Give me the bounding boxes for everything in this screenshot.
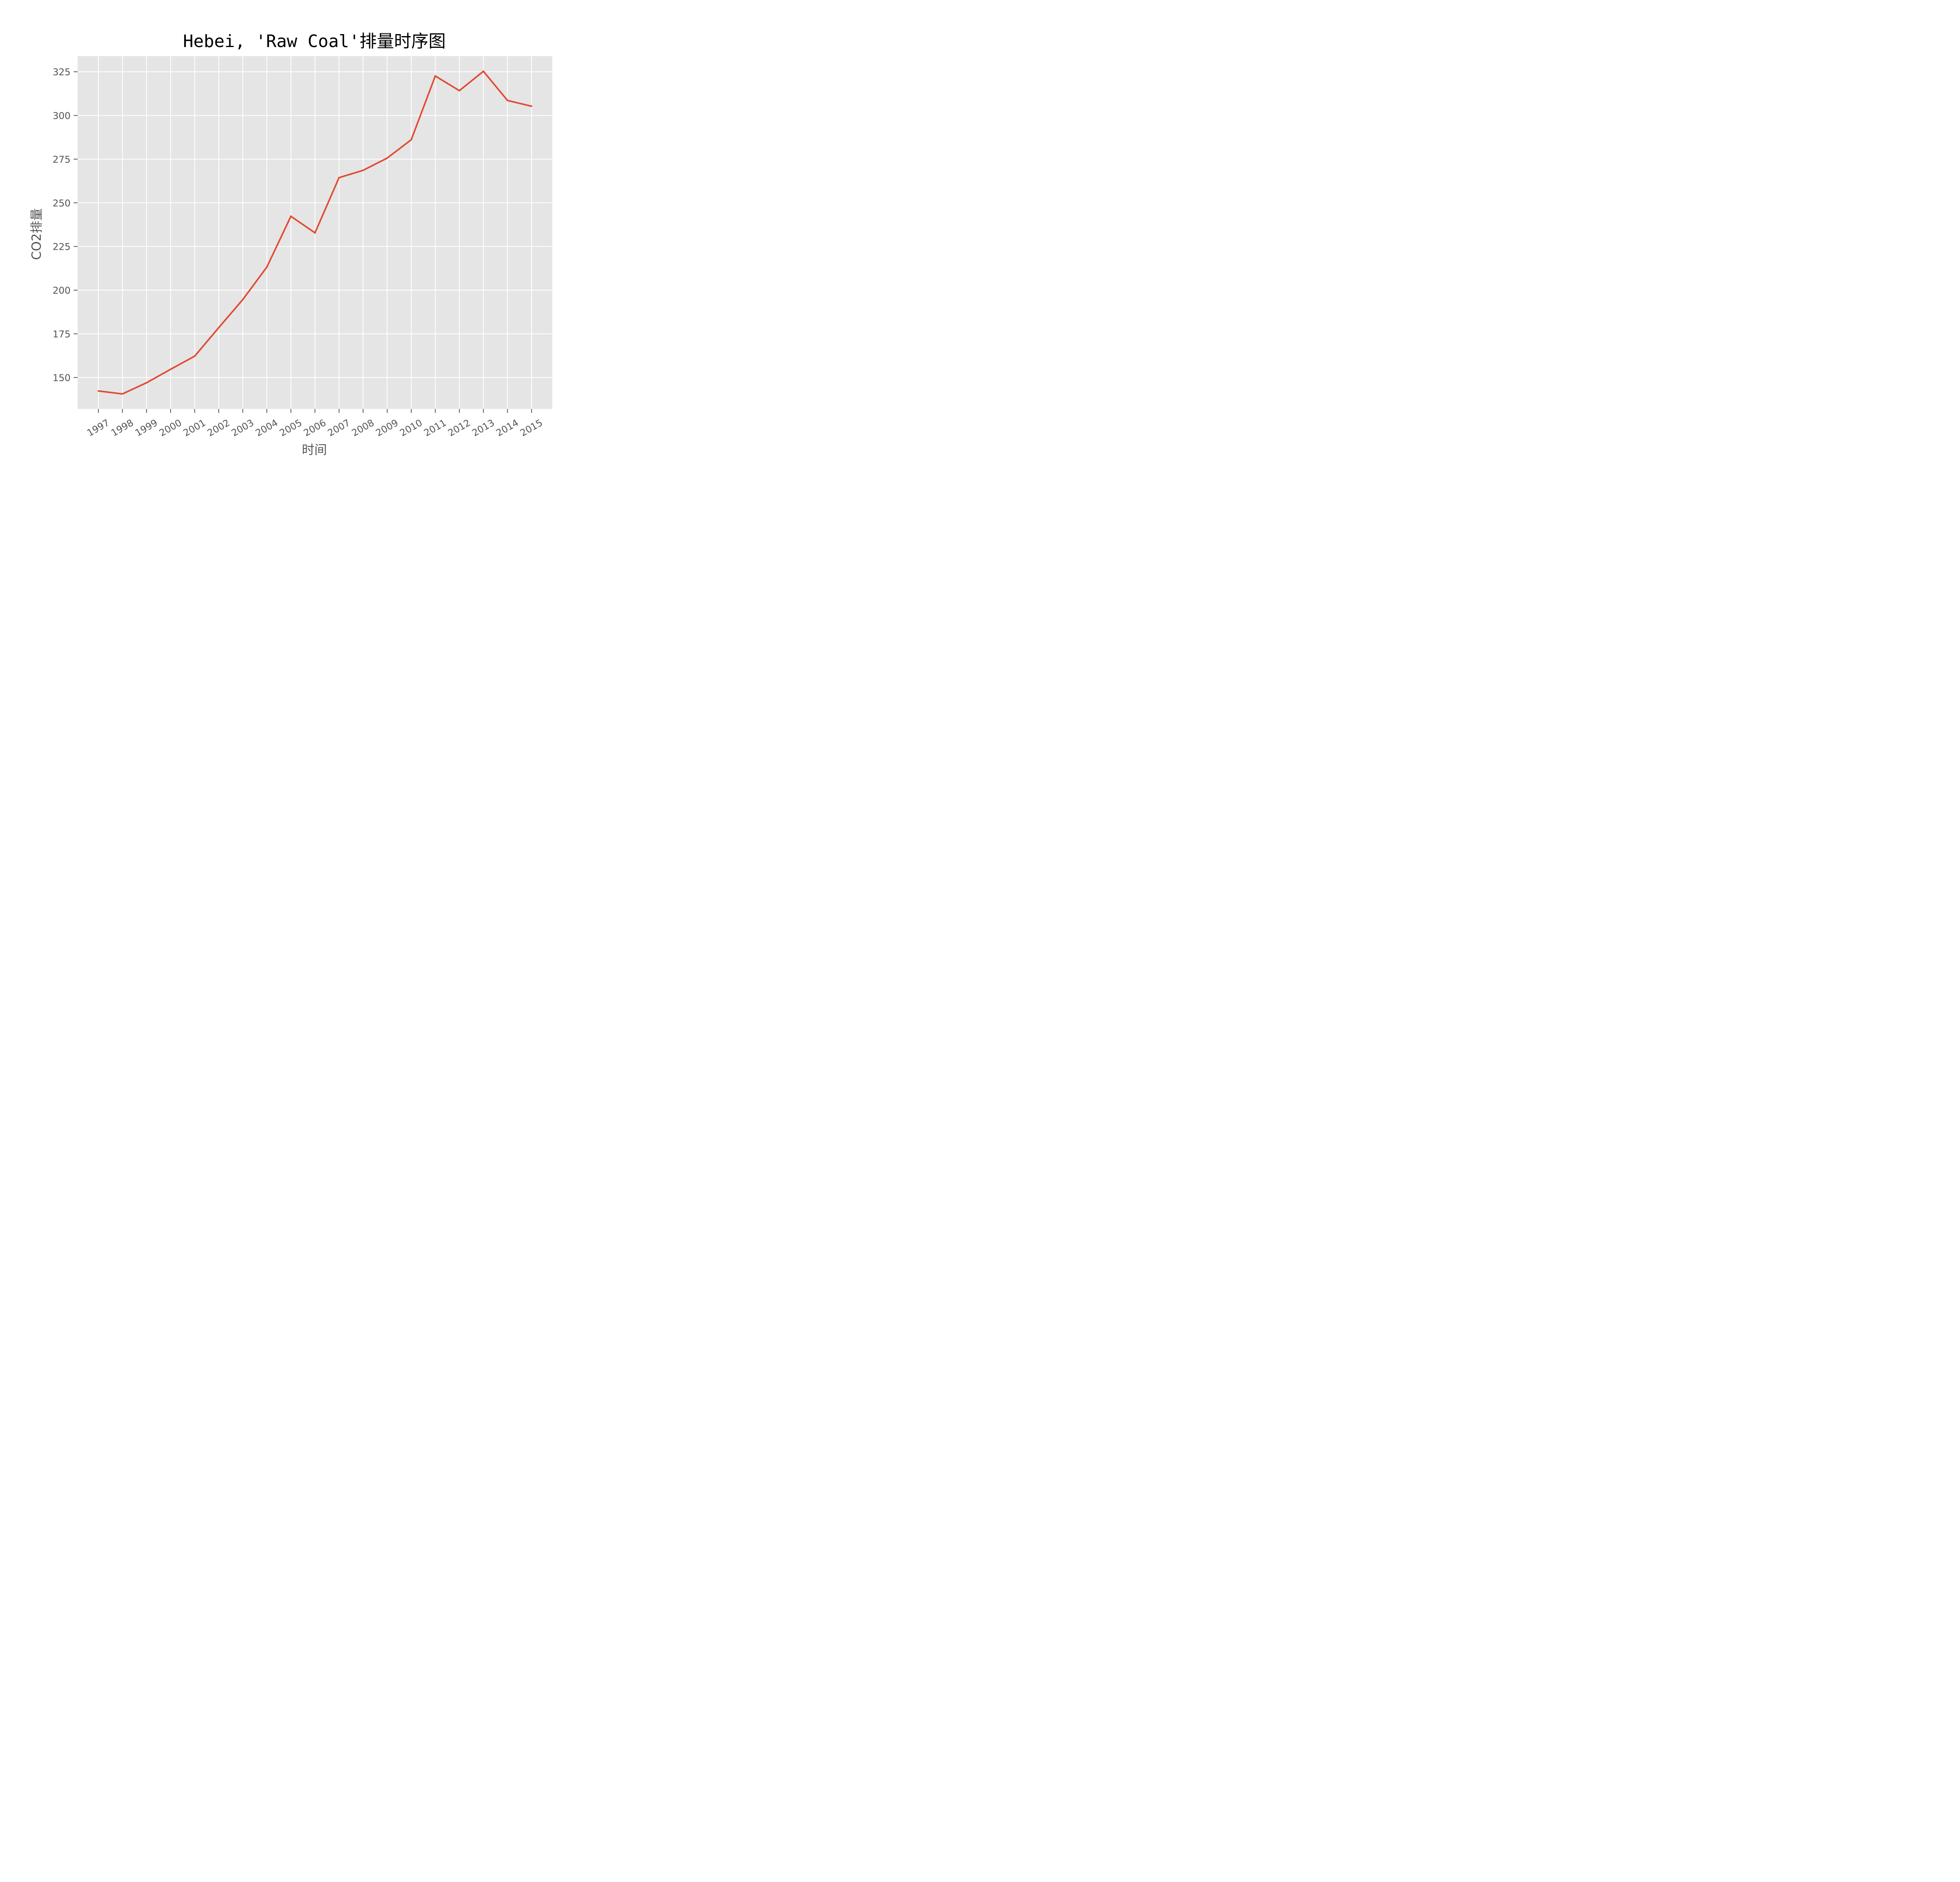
data-point	[506, 100, 508, 102]
data-point	[314, 232, 316, 234]
y-tick-label: 250	[53, 198, 71, 209]
data-point	[122, 393, 123, 395]
data-point	[266, 266, 268, 268]
series-layer	[98, 70, 532, 395]
data-point	[434, 75, 436, 77]
y-tick-label: 200	[53, 285, 71, 296]
y-tick-label: 150	[53, 372, 71, 383]
data-point	[410, 139, 412, 141]
x-tick-label: 2001	[181, 417, 208, 439]
x-tick-label: 2002	[205, 417, 232, 439]
data-point	[218, 327, 220, 329]
x-tick-label: 2014	[494, 417, 521, 439]
data-point	[386, 157, 388, 159]
x-tick-label: 2003	[229, 417, 256, 439]
data-point	[362, 169, 364, 171]
data-point	[531, 105, 532, 107]
x-tick-label: 2000	[157, 417, 183, 439]
x-tick-label: 1997	[85, 417, 111, 439]
x-tick-label: 1999	[133, 417, 160, 439]
x-tick-label: 2005	[278, 417, 304, 439]
x-tick-label: 2011	[422, 417, 448, 439]
x-tick-label: 2007	[326, 417, 352, 439]
chart-title: Hebei, 'Raw Coal'排量时序图	[183, 31, 446, 51]
x-tick-label: 2012	[446, 417, 472, 439]
line-chart: Hebei, 'Raw Coal'排量时序图 19971998199920002…	[29, 31, 552, 456]
x-tick-label: 2013	[470, 417, 496, 439]
x-tick-label: 2009	[374, 417, 400, 439]
x-tick-label: 2015	[518, 417, 544, 439]
data-point	[170, 368, 172, 370]
data-point	[458, 90, 460, 92]
data-point	[145, 382, 147, 384]
x-tick-label: 2004	[254, 417, 280, 439]
y-axis-label: CO2排量	[29, 208, 44, 260]
y-tick-label: 225	[53, 242, 71, 253]
data-point	[194, 355, 196, 357]
data-point	[338, 177, 340, 179]
x-tick-label: 2008	[350, 417, 376, 439]
data-point	[290, 215, 292, 217]
x-tick-label: 2010	[398, 417, 424, 439]
y-tick-label: 275	[53, 154, 71, 165]
y-tick-label: 325	[53, 67, 71, 78]
y-tick-label: 175	[53, 329, 71, 340]
x-tick-label: 1998	[109, 417, 135, 439]
data-point	[98, 390, 99, 392]
y-tick-label: 300	[53, 110, 71, 121]
x-axis-label: 时间	[302, 442, 327, 456]
data-point	[483, 70, 485, 72]
data-point	[242, 299, 244, 301]
x-tick-label: 2006	[302, 417, 328, 439]
